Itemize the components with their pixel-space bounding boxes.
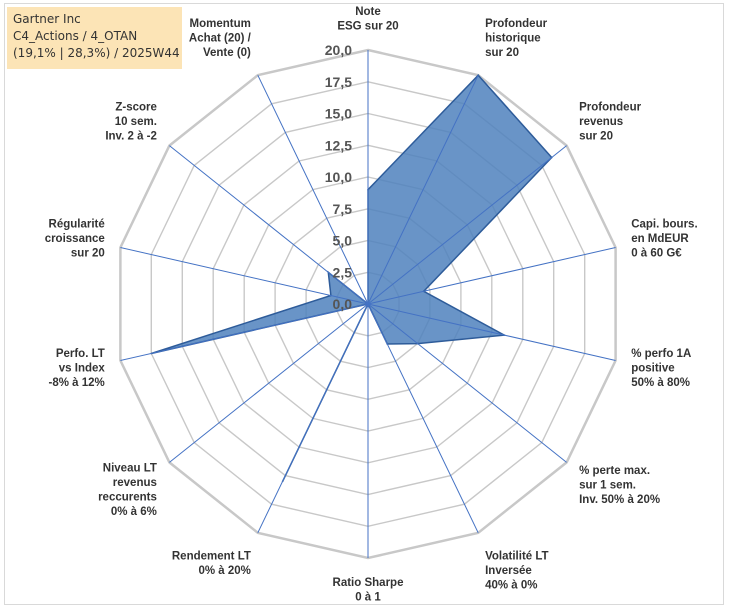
axis-spoke [367,74,479,305]
axis-spoke [367,145,567,305]
axis-spoke [169,145,369,305]
axis-label: % perte max. sur 1 sem. Inv. 50% à 20% [579,465,660,506]
tick-label: 0,0 [333,296,353,312]
axis-label-line: reccurents [98,491,157,503]
axis-label-line: Régularité [49,218,105,230]
axis-label-line: sur 20 [579,130,613,142]
tick-label: 20,0 [325,42,352,58]
axis-label-line: 0 à 60 G€ [631,247,682,259]
portfolio-stats: (19,1% | 28,3%) / 2025W44 [13,46,180,60]
axis-label-line: Niveau LT [103,462,157,474]
axis-spoke [169,303,369,463]
axis-label-line: Inversée [485,565,532,577]
axis-label-line: Rendement LT [172,550,251,562]
axis-label-line: ESG sur 20 [337,21,398,33]
tick-label: 7,5 [333,201,353,217]
axis-label-line: 10 sem. [115,116,157,128]
axis-spoke [367,247,616,305]
axis-label-line: Profondeur [485,18,547,30]
axis-label: Ratio Sharpe 0 à 1 [333,577,404,604]
tick-label: 17,5 [325,74,352,90]
info-box: Gartner Inc C4_Actions / 4_OTAN (19,1% |… [7,7,182,69]
axis-label-line: positive [631,363,674,375]
axis-label: Perfo. LT vs Index -8% à 12% [49,348,106,389]
axis-label-line: -8% à 12% [49,377,105,389]
axis-label: Profondeur historique sur 20 [485,18,547,59]
axis-label: Z-score 10 sem. Inv. 2 à -2 [105,101,157,142]
tick-label: 15,0 [325,106,352,122]
axis-label-line: Perfo. LT [56,348,105,360]
axis-label-line: Profondeur [579,101,641,113]
axis-label-line: sur 20 [485,47,519,59]
tick-label: 12,5 [325,137,352,153]
axis-label-line: % perfo 1A [631,348,691,360]
axis-label-line: croissance [45,233,105,245]
axis-label: Capi. bours. en MdEUR 0 à 60 G€ [631,218,697,259]
axis-label: % perfo 1A positive 50% à 80% [631,348,691,389]
axis-label-line: 0% à 20% [198,565,250,577]
radar-axis-labels: Note ESG sur 20 Profondeur historique sur 20… [45,6,698,604]
axis-label-line: historique [485,33,541,45]
axis-label-line: 40% à 0% [485,579,537,591]
axis-label-line: Achat (20) / [189,33,252,45]
axis-label-line: sur 20 [71,247,105,259]
axis-label-line: Momentum [190,18,251,30]
axis-label: Note ESG sur 20 [337,6,398,33]
axis-spoke [120,303,369,361]
axis-label-line: Inv. 50% à 20% [579,494,660,506]
axis-label-line: Capi. bours. [631,218,697,230]
axis-spoke [257,303,369,534]
axis-spoke [120,247,369,305]
axis-label-line: 50% à 80% [631,377,690,389]
axis-label-line: revenus [113,477,157,489]
axis-label-line: 0% à 6% [111,506,157,518]
axis-label-line: Ratio Sharpe [333,577,404,589]
axis-label: Profondeur revenus sur 20 [579,101,641,142]
axis-label-line: % perte max. [579,465,650,477]
axis-label-line: vs Index [59,363,106,375]
tick-label: 2,5 [333,264,353,280]
axis-label-line: Volatilité LT [485,550,548,562]
axis-label: Niveau LT revenus reccurents 0% à 6% [98,462,157,518]
tick-label: 5,0 [333,233,353,249]
axis-label-line: Vente (0) [203,47,251,59]
company-name: Gartner Inc [13,12,81,26]
axis-label: Momentum Achat (20) / Vente (0) [189,18,252,59]
axis-label-line: 0 à 1 [355,592,381,604]
axis-label-line: sur 1 sem. [579,480,636,492]
axis-spoke [367,303,616,361]
axis-label: Volatilité LT Inversée 40% à 0% [485,550,548,591]
axis-label-line: Note [355,6,381,18]
axis-label: Rendement LT 0% à 20% [172,550,251,577]
axis-label-line: Inv. 2 à -2 [105,130,157,142]
portfolio-name: C4_Actions / 4_OTAN [13,29,138,43]
axis-spoke [367,303,479,534]
axis-label-line: en MdEUR [631,233,689,245]
radar-spokes [120,50,616,558]
axis-label-line: revenus [579,116,623,128]
axis-spoke [257,74,369,305]
axis-label: Régularité croissance sur 20 [45,218,105,259]
axis-label-line: Z-score [115,101,157,113]
tick-label: 10,0 [325,169,352,185]
axis-spoke [367,303,567,463]
radar-tick-labels: 0,0 2,5 5,0 7,5 10,0 12,5 15,0 17,5 20,0 [325,42,352,312]
